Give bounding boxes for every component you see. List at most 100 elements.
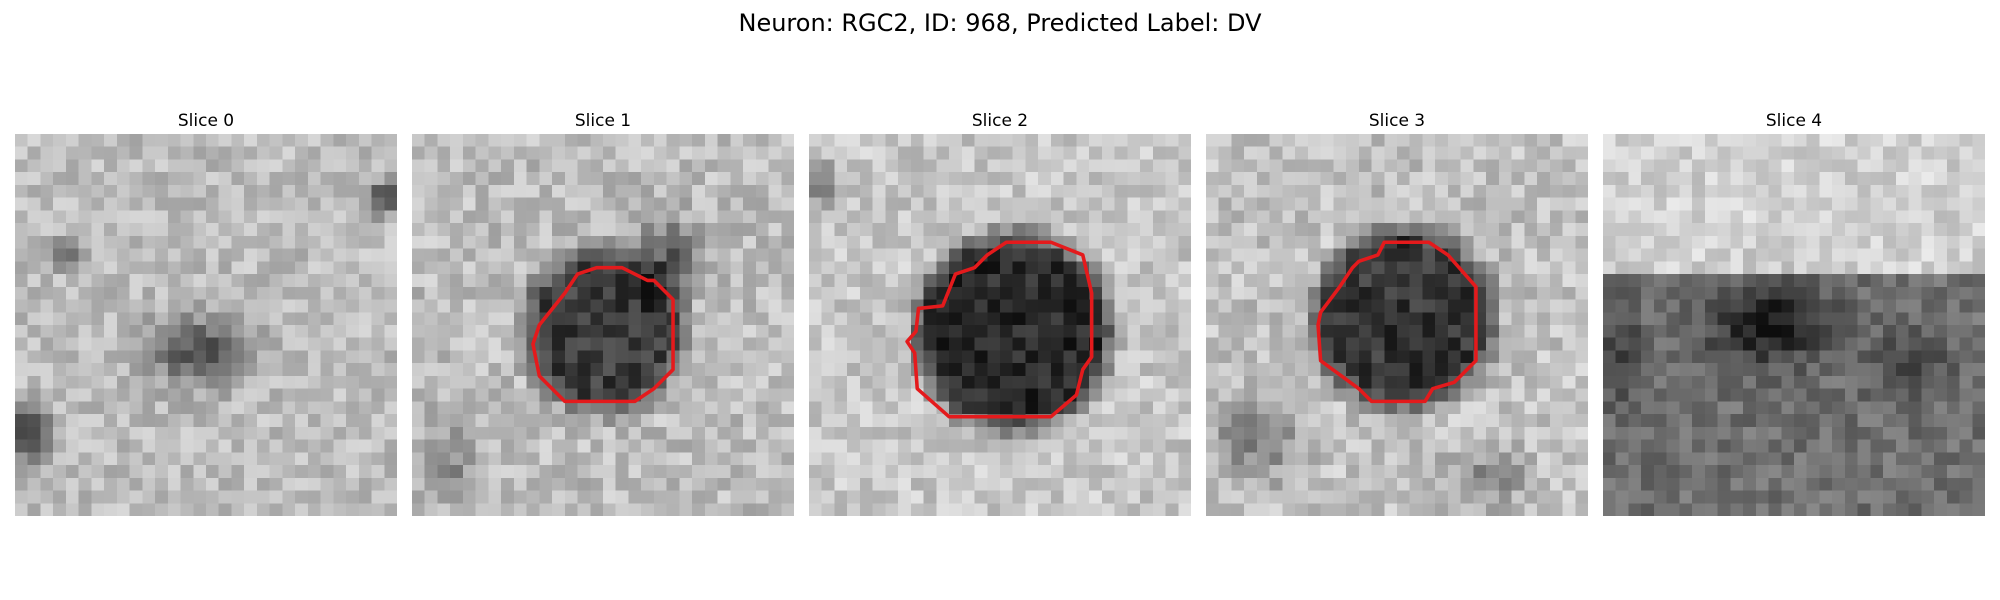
pixel [1704,235,1718,249]
pixel [1152,210,1166,224]
pixel [987,210,1001,224]
pixel [590,159,604,173]
pixel [1038,337,1052,351]
pixel [1231,350,1245,364]
pixel [1206,414,1219,428]
pixel [450,299,464,313]
pixel [1256,235,1270,249]
pixel [412,134,425,147]
pixel [743,465,757,479]
pixel [1101,375,1115,389]
pixel [1819,172,1833,186]
pixel [333,299,347,313]
pixel [987,426,1001,440]
pixel [1921,325,1935,338]
pixel [333,274,347,288]
pixel [1781,452,1795,466]
pixel [1679,452,1693,466]
pixel [437,286,451,300]
pixel [577,286,591,300]
pixel [475,363,489,377]
pixel [641,184,655,198]
pixel [1346,325,1360,338]
pixel [1063,210,1077,224]
pixel [1524,146,1538,160]
pixel [1307,134,1321,147]
pixel [475,350,489,364]
pixel [1946,325,1960,338]
pixel [552,414,566,428]
pixel [15,375,28,389]
pixel [40,172,54,186]
pixel [1946,159,1960,173]
pixel [1806,134,1820,147]
pixel [40,452,54,466]
pixel [1473,172,1487,186]
pixel [1575,490,1588,504]
pixel [847,210,861,224]
pixel [1537,286,1551,300]
pixel [1218,261,1232,275]
pixel [488,363,502,377]
pixel [1972,350,1985,364]
pixel [1628,465,1642,479]
pixel [936,401,950,415]
pixel [450,465,464,479]
pixel [1460,375,1474,389]
pixel [333,312,347,326]
pixel [1615,325,1629,338]
pixel [859,439,873,453]
pixel [961,490,975,504]
pixel [1819,159,1833,173]
pixel [1447,184,1461,198]
pixel [1921,477,1935,491]
pixel [1628,261,1642,275]
pixel [1921,159,1935,173]
pixel [1562,414,1576,428]
pixel [1256,503,1270,516]
pixel [1743,401,1757,415]
pixel [1883,477,1897,491]
pixel [1012,337,1026,351]
pixel [781,490,794,504]
pixel [256,235,270,249]
pixel [1397,414,1410,428]
pixel [809,134,822,147]
pixel [692,210,706,224]
pixel [307,299,321,313]
pixel [1666,184,1680,198]
pixel [1934,401,1948,415]
pixel [488,414,502,428]
pixel [526,274,540,288]
pixel [1422,134,1436,147]
pixel [1206,223,1219,237]
pixel [1615,248,1629,262]
pixel [1908,325,1922,338]
pixel [1114,261,1128,275]
pixel [1140,248,1154,262]
pixel [577,248,591,262]
pixel [384,210,397,224]
pixel [1333,452,1347,466]
pixel [1615,375,1629,389]
pixel [129,134,143,147]
pixel [1384,134,1398,147]
pixel [1371,388,1385,402]
pixel [1781,312,1795,326]
pixel [437,312,451,326]
pixel [412,401,425,415]
pixel [91,261,105,275]
pixel [295,490,309,504]
pixel [384,312,397,326]
pixel [1679,312,1693,326]
pixel [1231,363,1245,377]
pixel [462,452,476,466]
pixel [1012,452,1026,466]
pixel [1101,299,1115,313]
pixel [1704,388,1718,402]
pixel [371,235,385,249]
pixel [1358,223,1372,237]
pixel [1012,375,1026,389]
pixel [193,414,207,428]
pixel [552,465,566,479]
